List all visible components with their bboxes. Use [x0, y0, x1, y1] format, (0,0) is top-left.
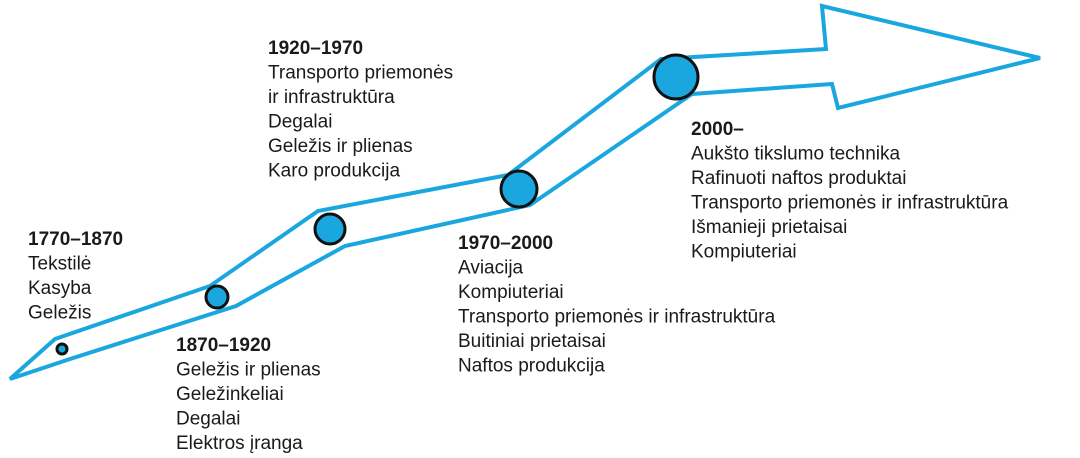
- period-item: Buitiniai prietaisai: [458, 331, 606, 352]
- milestone-dot: [313, 212, 347, 246]
- period-item: Kompiuteriai: [458, 282, 564, 303]
- period-item: Rafinuoti naftos produktai: [691, 168, 906, 189]
- period-item: ir infrastruktūra: [268, 87, 395, 108]
- period-item: Degalai: [268, 112, 332, 133]
- period-item: Tekstilė: [28, 254, 91, 275]
- period-item: Išmanieji prietaisai: [691, 217, 847, 238]
- period-item: Degalai: [176, 409, 240, 430]
- period-item: Geležis ir plienas: [268, 136, 413, 157]
- period-years: 1770–1870: [28, 229, 123, 250]
- period-years: 1970–2000: [458, 233, 553, 254]
- period-item: Kompiuteriai: [691, 242, 797, 263]
- period-item: Geležis: [28, 303, 91, 324]
- milestone-dot: [499, 169, 539, 209]
- period-item: Geležis ir plienas: [176, 360, 321, 381]
- period-item: Kasyba: [28, 278, 92, 299]
- period-item: Transporto priemonės: [268, 63, 453, 84]
- period-item: Naftos produkcija: [458, 356, 605, 377]
- period-years: 2000–: [691, 119, 744, 140]
- period-years: 1920–1970: [268, 38, 363, 59]
- period-item: Aukšto tikslumo technika: [691, 144, 901, 165]
- milestone-dot: [204, 284, 230, 310]
- milestone-dot: [652, 53, 700, 101]
- period-item: Transporto priemonės ir infrastruktūra: [458, 307, 776, 328]
- period-item: Aviacija: [458, 258, 524, 279]
- period-item: Transporto priemonės ir infrastruktūra: [691, 193, 1009, 214]
- period-item: Geležinkeliai: [176, 384, 284, 405]
- period-item: Elektros įranga: [176, 433, 303, 454]
- period-years: 1870–1920: [176, 335, 271, 356]
- period-item: Karo produkcija: [268, 161, 400, 182]
- milestone-dot: [55, 342, 69, 356]
